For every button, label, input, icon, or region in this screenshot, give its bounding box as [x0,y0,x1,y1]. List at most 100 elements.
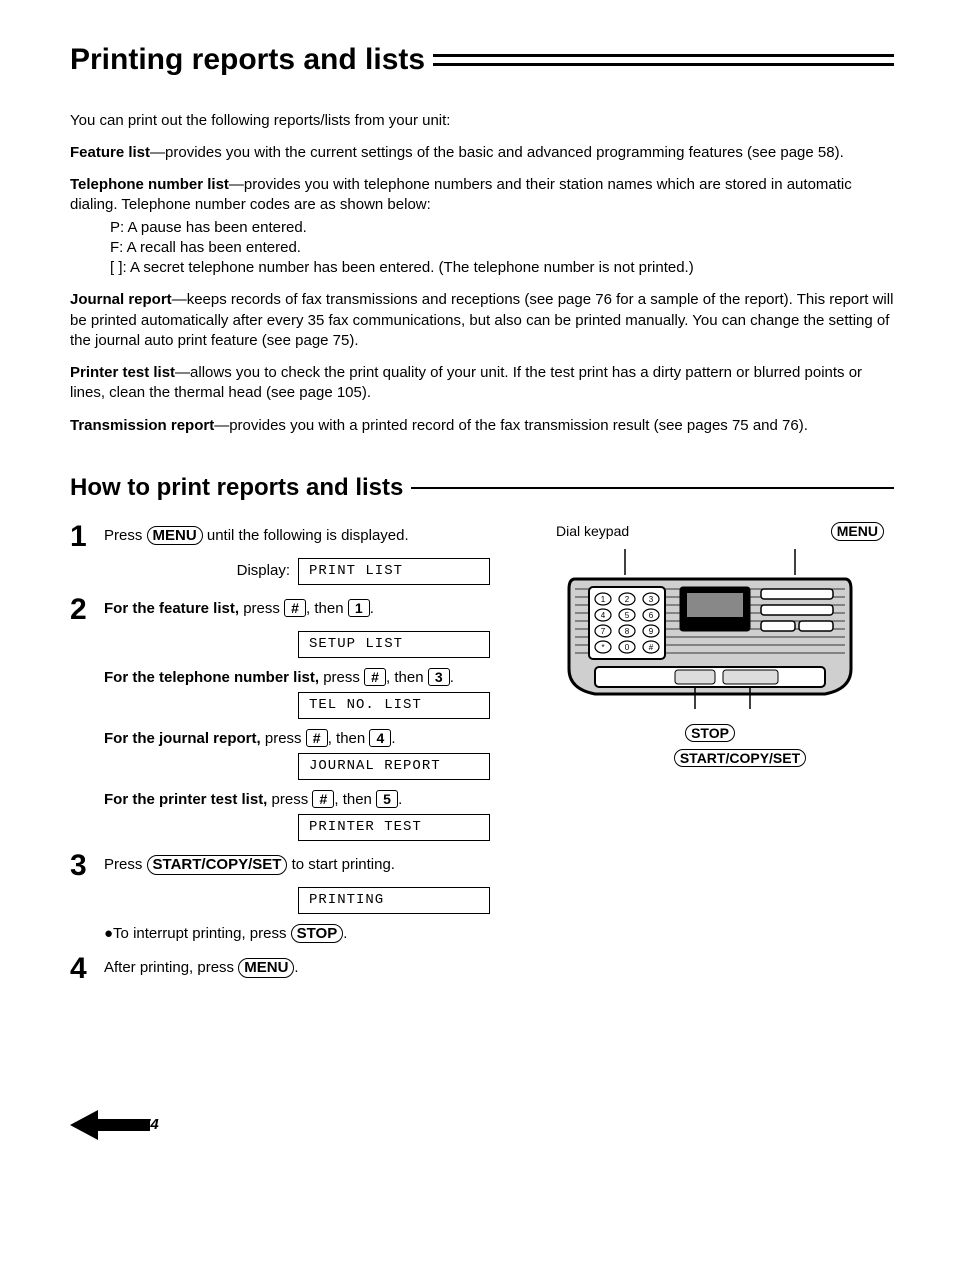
s1-display-row: Display: PRINT LIST [70,558,490,585]
five-key: 5 [376,790,398,808]
diagram-menu-key: MENU [831,522,884,541]
feature-list-para: Feature list—provides you with the curre… [70,143,894,163]
s2-feature-dot: . [370,600,374,617]
subheading-row: How to print reports and lists [70,472,894,504]
step-4-num: 4 [70,954,104,984]
feature-list-label: Feature list [70,144,150,161]
title-row: Printing reports and lists [70,40,894,81]
s2-ptest-press: press [267,791,312,808]
footer-arrow-icon [70,1110,150,1140]
subheading: How to print reports and lists [70,472,403,504]
step-4-body: After printing, press MENU. [104,954,490,978]
hash-key-2: # [364,668,386,686]
s2-journal-press: press [261,730,306,747]
stop-key: STOP [291,924,344,943]
printer-test-text: —allows you to check the print quality o… [70,364,862,401]
printer-test-label: Printer test list [70,364,175,381]
transmission-label: Transmission report [70,417,214,434]
diagram-stop-key: STOP [685,724,735,742]
svg-text:*: * [601,643,604,652]
intro-text: You can print out the following reports/… [70,111,894,131]
three-key: 3 [428,668,450,686]
s1-pre: Press [104,527,147,544]
s2-tel-disp-row: TEL NO. LIST [70,692,490,719]
code-p: P: A pause has been entered. [110,218,894,238]
code-bracket: [ ]: A secret telephone number has been … [110,258,894,278]
printer-test-para: Printer test list—allows you to check th… [70,363,894,404]
s2-tel-then: , then [386,669,428,686]
fax-diagram-icon: 123 456 789 *0# [565,549,855,709]
svg-text:6: 6 [649,611,654,620]
svg-text:3: 3 [649,595,654,604]
s1-display: PRINT LIST [298,558,490,585]
s2-journal-dot: . [391,730,395,747]
dial-keypad-label: Dial keypad [556,522,629,541]
s3-post: to start printing. [287,856,395,873]
code-f: F: A recall has been entered. [110,238,894,258]
diagram-start-key: START/COPY/SET [674,749,806,767]
svg-text:1: 1 [601,595,606,604]
s3-note: ●To interrupt printing, press STOP. [104,924,490,944]
steps-area: 1 Press MENU until the following is disp… [70,522,894,990]
s2-feature-then: , then [306,600,348,617]
start-key: START/COPY/SET [147,855,288,874]
s3-disp: PRINTING [298,887,490,914]
s2-feature-disp-row: SETUP LIST [70,631,490,658]
s2-ptest-label: For the printer test list, [104,791,267,808]
svg-text:5: 5 [625,611,630,620]
s2-feature-disp: SETUP LIST [298,631,490,658]
s2-ptest-disp-row: PRINTER TEST [70,814,490,841]
step-3: 3 Press START/COPY/SET to start printing… [70,851,490,881]
menu-key: MENU [147,526,203,545]
svg-text:0: 0 [625,643,630,652]
four-key: 4 [369,729,391,747]
s3-note-pre: ●To interrupt printing, press [104,925,291,942]
page-footer: 74 [70,1110,894,1140]
step-3-body: Press START/COPY/SET to start printing. [104,851,490,875]
one-key: 1 [348,599,370,617]
hash-key-4: # [312,790,334,808]
s2-tel-press: press [319,669,364,686]
display-label: Display: [237,561,290,581]
hash-key: # [284,599,306,617]
s3-note-post: . [343,925,347,942]
s2-ptest-then: , then [334,791,376,808]
s2-tel-dot: . [450,669,454,686]
s2-ptest-disp: PRINTER TEST [298,814,490,841]
s2-tel-disp: TEL NO. LIST [298,692,490,719]
s4-pre: After printing, press [104,959,238,976]
step-2: 2 For the feature list, press #, then 1. [70,595,490,625]
step-1: 1 Press MENU until the following is disp… [70,522,490,552]
tel-list-label: Telephone number list [70,176,229,193]
journal-para: Journal report—keeps records of fax tran… [70,290,894,351]
svg-text:4: 4 [601,611,606,620]
svg-text:7: 7 [601,627,606,636]
tel-list-para: Telephone number list—provides you with … [70,175,894,216]
s2-journal: For the journal report, press #, then 4. [104,729,490,749]
page-number: 74 [142,1115,159,1135]
s2-ptest-dot: . [398,791,402,808]
svg-text:#: # [649,643,654,652]
step-4: 4 After printing, press MENU. [70,954,490,984]
title-rule [433,54,894,66]
svg-text:2: 2 [625,595,630,604]
feature-list-text: —provides you with the current settings … [150,144,844,161]
s2-journal-disp-row: JOURNAL REPORT [70,753,490,780]
step-2-body: For the feature list, press #, then 1. [104,595,490,619]
s3-disp-row: PRINTING [70,887,490,914]
s2-feature-label: For the feature list, [104,600,239,617]
sub-rule [411,487,894,489]
s2-journal-label: For the journal report, [104,730,261,747]
svg-text:8: 8 [625,627,630,636]
s2-tel-label: For the telephone number list, [104,669,319,686]
s2-tel: For the telephone number list, press #, … [104,668,490,688]
journal-label: Journal report [70,291,172,308]
s2-journal-then: , then [328,730,370,747]
s3-pre: Press [104,856,147,873]
steps-col: 1 Press MENU until the following is disp… [70,522,490,990]
s2-ptest: For the printer test list, press #, then… [104,790,490,810]
diagram-top-labels: Dial keypad MENU [526,522,894,545]
s1-post: until the following is displayed. [203,527,409,544]
diagram-col: Dial keypad MENU [526,522,894,768]
step-1-num: 1 [70,522,104,552]
